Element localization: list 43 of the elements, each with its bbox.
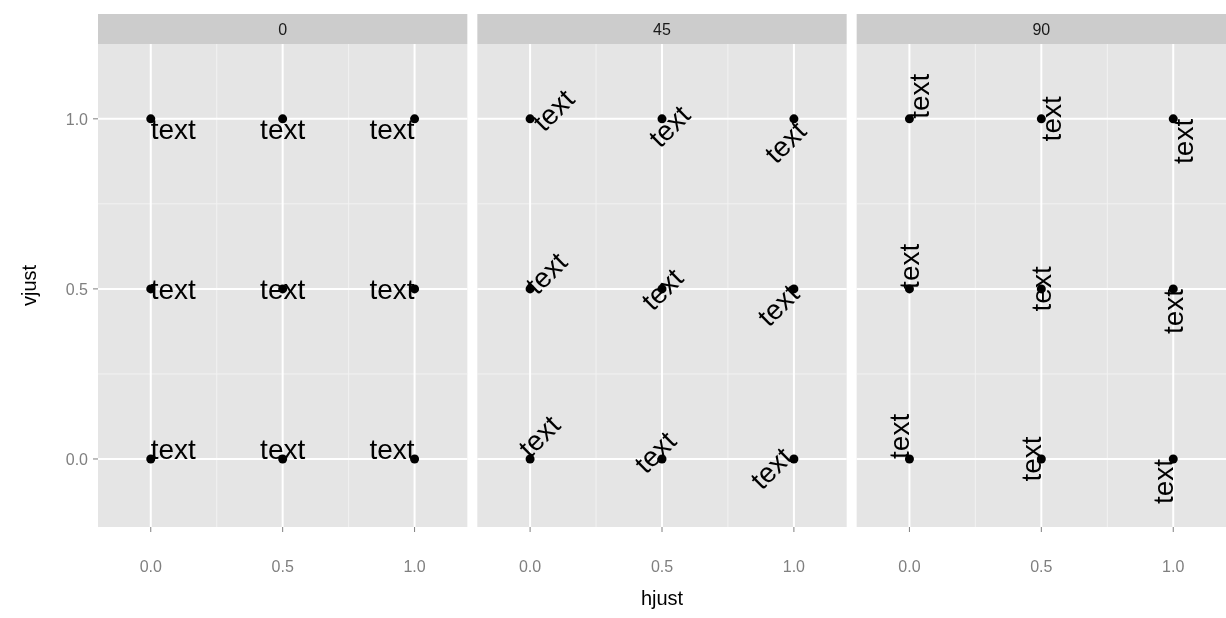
chart-title: 45	[653, 21, 671, 38]
annotation: text	[369, 433, 415, 465]
annotation: text	[369, 113, 415, 145]
x-tick-label: 1.0	[403, 558, 426, 575]
annotation: text	[150, 273, 197, 305]
annotation: text	[1016, 436, 1048, 482]
x-tick-label: 0.0	[898, 558, 921, 575]
annotation: text	[512, 409, 567, 464]
annotation: text	[758, 115, 813, 170]
x-tick-label: 0.5	[271, 558, 294, 575]
annotation: text	[751, 278, 806, 333]
annotation: text	[894, 243, 926, 289]
annotation: text	[884, 413, 916, 459]
annotation: text	[904, 73, 936, 119]
annotation: text	[642, 99, 697, 154]
annotation: text	[1148, 458, 1180, 505]
x-axis-title: hjust	[640, 587, 684, 609]
annotation: text	[1158, 288, 1190, 335]
chart-title: 90	[1032, 21, 1051, 38]
annotation: text	[150, 433, 197, 465]
x-tick-label: 0.5	[1030, 558, 1053, 575]
annotation: text	[628, 425, 683, 480]
annotation: text	[150, 113, 197, 145]
annotation: text	[1036, 96, 1068, 142]
annotation: text	[526, 83, 581, 138]
annotation: text	[260, 273, 306, 305]
x-tick-label: 0.5	[650, 558, 674, 575]
annotation: text	[260, 113, 306, 145]
y-tick-label: 1.0	[65, 110, 89, 128]
annotation: text	[260, 433, 306, 465]
annotation: text	[519, 246, 574, 301]
chart-title: 0	[278, 21, 288, 38]
annotation: text	[369, 273, 415, 305]
annotation: text	[744, 441, 799, 496]
x-tick-label: 0.0	[518, 558, 542, 575]
y-tick-label: 0.0	[65, 450, 89, 468]
x-tick-label: 0.0	[139, 558, 162, 575]
annotation: text	[1168, 118, 1200, 164]
x-tick-label: 1.0	[782, 558, 806, 575]
y-axis-title: vjust	[18, 264, 40, 307]
annotation: text	[1026, 266, 1058, 312]
x-tick-label: 1.0	[1162, 558, 1185, 575]
y-tick-label: 0.5	[65, 280, 89, 298]
